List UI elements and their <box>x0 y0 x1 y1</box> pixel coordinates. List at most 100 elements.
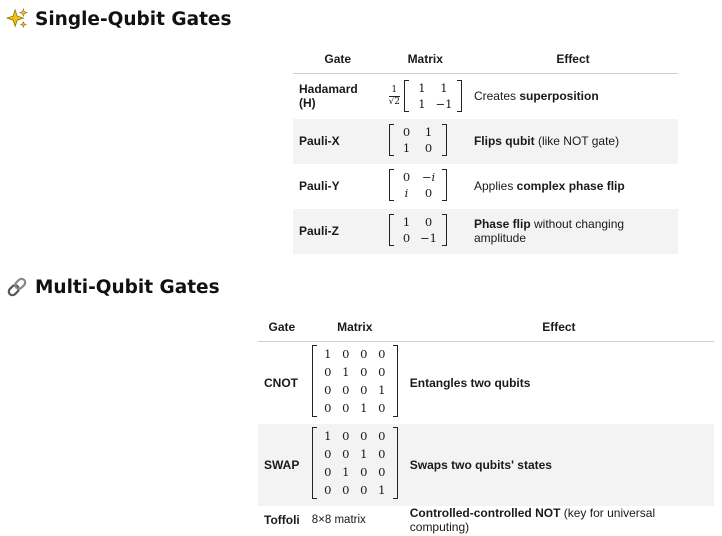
matrix-entry: 1 <box>418 81 426 96</box>
effect-bold: superposition <box>519 89 599 104</box>
gate-name: Pauli-X <box>293 118 383 164</box>
gate-name: CNOT <box>264 375 298 390</box>
matrix-cell: 1 0 0 −1 <box>382 208 468 254</box>
matrix-cell: 1 0 0 0 0 0 1 0 0 1 0 0 0 0 0 <box>305 423 404 506</box>
left-bracket <box>311 427 317 499</box>
matrix-entry: 0 <box>402 169 411 184</box>
gate-name: SWAP <box>258 423 306 506</box>
matrix-entry: 0 <box>324 447 332 461</box>
matrix-entry: i <box>404 185 409 200</box>
matrix-entry: 0 <box>342 447 350 461</box>
matrix-entry: 1 <box>360 447 368 461</box>
matrix-entry: 0 <box>360 465 368 479</box>
fraction: 1 √2 <box>388 80 400 112</box>
right-bracket <box>456 80 462 113</box>
table-header-row: Gate Matrix Effect <box>258 313 714 342</box>
header-gate: Gate <box>293 45 383 74</box>
heading-text: Multi-Qubit Gates <box>35 276 220 298</box>
header-matrix: Matrix <box>305 313 404 342</box>
matrix-entry: 1 <box>378 383 386 398</box>
matrix-entry: 0 <box>378 429 386 443</box>
matrix-grid: 1 0 0 0 0 0 1 0 0 1 0 0 0 0 0 <box>317 427 393 499</box>
matrix-entry: 0 <box>360 347 368 362</box>
matrix-cell: 0 −i i 0 <box>383 164 468 209</box>
matrix-entry: 1 <box>360 401 368 416</box>
gate-name: Pauli-Z <box>293 208 383 254</box>
matrix-entry: −i <box>421 169 436 184</box>
sparkles-icon <box>6 8 28 29</box>
matrix-entry: 0 <box>342 429 350 443</box>
matrix-grid: 1 0 0 0 0 1 0 0 0 0 0 1 0 0 1 <box>317 345 393 417</box>
matrix: 1 0 0 0 0 0 1 0 0 1 0 0 0 0 0 <box>311 427 398 499</box>
matrix-entry: 0 <box>360 429 368 443</box>
effect-text: (like NOT gate) <box>534 134 620 148</box>
matrix-entry: 0 <box>378 347 386 362</box>
matrix-entry: 1 <box>342 365 350 380</box>
table-row: Toffoli 8×8 matrix Controlled-controlled… <box>258 506 714 534</box>
table-row: SWAP 1 0 0 0 0 0 1 0 0 1 0 <box>258 423 714 506</box>
effect-bold: Controlled-controlled NOT <box>409 505 561 520</box>
matrix-grid: 0 −i i 0 <box>394 169 442 201</box>
matrix-cell: 1 0 0 0 0 1 0 0 0 0 0 1 0 0 1 <box>306 342 404 424</box>
matrix-entry: 0 <box>360 383 368 398</box>
table-row: Hadamard (H) 1 √2 1 1 1 −1 <box>293 74 678 119</box>
effect-bold: Flips qubit <box>473 134 535 148</box>
left-bracket <box>388 168 394 201</box>
heading-text: Single-Qubit Gates <box>35 8 232 30</box>
table-row: CNOT 1 0 0 0 0 1 0 0 0 0 0 <box>258 342 714 424</box>
effect-cell: Flips qubit (like NOT gate) <box>467 118 678 164</box>
matrix-entry: 0 <box>402 124 411 139</box>
multi-qubit-table: Gate Matrix Effect CNOT 1 0 0 0 0 1 0 <box>258 313 714 534</box>
single-qubit-table: Gate Matrix Effect Hadamard (H) 1 √2 1 1 <box>293 45 678 254</box>
matrix: 0 −i i 0 <box>388 168 447 201</box>
matrix-grid: 1 1 1 −1 <box>409 80 457 112</box>
matrix-grid: 1 0 0 −1 <box>394 214 442 246</box>
matrix-entry: 1 <box>424 124 433 139</box>
gate-name: Pauli-Y <box>299 179 340 193</box>
effect-text: without changing amplitude <box>473 217 625 245</box>
effect-cell: Applies complex phase flip <box>468 164 678 209</box>
effect-bold: complex phase flip <box>516 179 625 193</box>
matrix-text: 8×8 matrix <box>311 513 366 526</box>
effect-text: (key for universal computing) <box>409 505 656 534</box>
effect-text: Applies <box>473 179 517 193</box>
fraction-denominator: √2 <box>388 96 400 107</box>
effect-text: Creates <box>473 89 520 104</box>
matrix-entry: 0 <box>342 401 350 416</box>
right-bracket <box>441 123 447 156</box>
right-bracket <box>441 213 447 246</box>
gate-name: Toffoli <box>264 512 300 527</box>
multi-qubit-heading: Multi-Qubit Gates <box>6 276 220 298</box>
matrix-entry: 0 <box>360 483 368 497</box>
matrix-entry: 0 <box>342 347 350 362</box>
left-bracket <box>403 80 409 113</box>
effect-cell: Controlled-controlled NOT (key for unive… <box>404 506 714 534</box>
matrix-entry: 0 <box>424 185 433 200</box>
header-matrix: Matrix <box>382 45 468 74</box>
matrix-entry: 0 <box>378 401 386 416</box>
matrix-entry: −1 <box>435 97 453 112</box>
matrix-entry: 0 <box>324 383 332 398</box>
gate-name: Hadamard (H) <box>299 82 358 111</box>
matrix-entry: 0 <box>378 465 386 479</box>
matrix-entry: 1 <box>324 429 332 443</box>
link-icon <box>7 277 27 297</box>
single-qubit-heading: Single-Qubit Gates <box>6 8 231 30</box>
matrix-entry: 0 <box>324 483 332 497</box>
matrix-entry: 0 <box>324 401 332 416</box>
matrix-entry: 0 <box>324 465 332 479</box>
table-row: Pauli-X 0 1 1 0 Flips qubit (like NOT ga… <box>293 118 678 164</box>
matrix-entry: 0 <box>342 483 350 497</box>
matrix-entry: 1 <box>378 483 386 497</box>
effect-bold: Phase flip <box>473 217 531 231</box>
matrix: 0 1 1 0 <box>388 123 447 156</box>
matrix: 1 0 0 −1 <box>388 213 447 246</box>
fraction-line <box>388 95 400 97</box>
matrix-entry: 0 <box>424 214 433 229</box>
matrix-entry: 0 <box>342 383 350 398</box>
matrix-entry: 1 <box>402 214 411 229</box>
matrix-entry: 1 <box>418 97 426 112</box>
left-bracket <box>388 213 394 246</box>
effect-cell: Entangles two qubits <box>404 342 714 424</box>
effect-bold: Entangles two qubits <box>409 375 531 390</box>
